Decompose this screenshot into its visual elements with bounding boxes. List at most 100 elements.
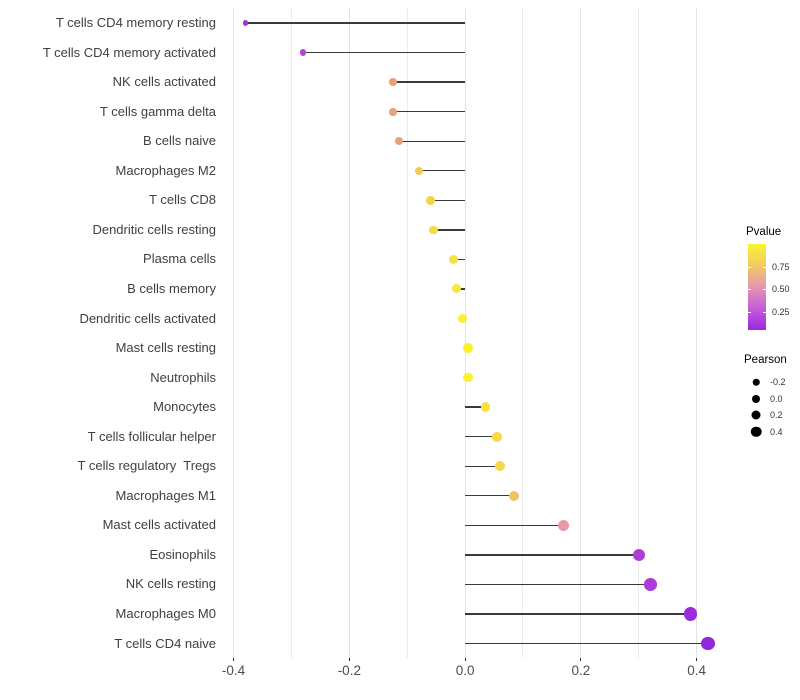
gridline-minor xyxy=(638,8,640,658)
gridline-major xyxy=(696,8,698,658)
y-axis-labels: T cells CD4 memory resting T cells CD4 me… xyxy=(0,0,216,700)
y-axis-label: T cells follicular helper xyxy=(87,428,216,444)
lollipop-segment xyxy=(433,229,466,231)
y-axis-label: Mast cells resting xyxy=(115,340,216,356)
x-axis-tick xyxy=(696,658,698,661)
gridline-minor xyxy=(290,8,292,658)
colorbar-tick-label: 0.50 xyxy=(772,284,790,295)
legend-pearson: Pearson -0.2 0.0 0.2 0.4 xyxy=(744,354,800,437)
y-axis-label: T cells CD8 xyxy=(149,192,216,208)
lollipop-segment xyxy=(430,199,466,201)
x-axis-tick-label: -0.4 xyxy=(221,663,246,678)
x-axis-tick-label: -0.2 xyxy=(337,663,361,678)
lollipop-segment xyxy=(465,406,486,408)
y-axis-label: B cells memory xyxy=(127,280,216,296)
lollipop-segment xyxy=(392,110,466,113)
data-point xyxy=(388,107,397,116)
pearson-legend-dot xyxy=(752,394,760,403)
colorbar-tick-label: 0.75 xyxy=(772,261,790,272)
lollipop-segment xyxy=(465,524,564,527)
legend-pearson-title: Pearson xyxy=(744,354,787,366)
lollipop-segment xyxy=(465,495,515,497)
y-axis-label: Neutrophils xyxy=(150,369,216,385)
x-axis-tick xyxy=(580,658,582,661)
data-point xyxy=(449,254,459,264)
y-axis-label: T cells gamma delta xyxy=(99,103,216,119)
colorbar-tick-label: 0.25 xyxy=(772,306,790,317)
data-point xyxy=(299,49,307,56)
pearson-legend-label: 0.2 xyxy=(770,410,783,420)
legend-pvalue-title: Pvalue xyxy=(746,226,782,238)
data-point xyxy=(394,137,403,146)
y-axis-label: NK cells activated xyxy=(112,74,216,90)
data-point xyxy=(494,461,505,472)
pearson-legend-label: 0.0 xyxy=(770,393,783,404)
data-point xyxy=(463,372,473,383)
pearson-legend-item: -0.2 xyxy=(744,374,800,390)
y-axis-label: Monocytes xyxy=(153,399,216,415)
gridline-major xyxy=(464,8,466,658)
data-point xyxy=(558,519,569,531)
lollipop-segment xyxy=(465,642,709,645)
data-point xyxy=(428,225,438,235)
gridline-minor xyxy=(522,8,524,658)
data-point xyxy=(426,196,435,205)
lollipop-segment xyxy=(453,258,466,261)
y-axis-label: Dendritic cells activated xyxy=(79,310,216,326)
colorbar-tick-left xyxy=(748,311,751,313)
gridline-major xyxy=(348,8,350,658)
data-point xyxy=(632,548,645,562)
x-axis-tick xyxy=(348,658,350,661)
x-axis-tick xyxy=(233,658,235,661)
lollipop-segment xyxy=(392,81,466,83)
pearson-legend-dot xyxy=(752,378,760,386)
x-axis-tick xyxy=(464,658,466,661)
lollipop-segment xyxy=(465,436,497,438)
data-point xyxy=(457,313,467,324)
pearson-legend-item: 0.4 xyxy=(744,424,800,440)
y-axis-label: Macrophages M0 xyxy=(115,606,216,621)
pearson-legend-dot xyxy=(750,426,762,437)
y-axis-label: T cells CD4 memory resting xyxy=(55,15,216,30)
lollipop-segment xyxy=(465,554,639,556)
lollipop-segment xyxy=(465,613,691,615)
x-axis-tick-label: 0.0 xyxy=(455,663,475,678)
gridline-major xyxy=(580,8,582,658)
colorbar-tick-left xyxy=(748,266,751,268)
lollipop-segment xyxy=(398,140,466,142)
pearson-legend-label: -0.2 xyxy=(770,377,786,387)
y-axis-label: Macrophages M2 xyxy=(115,162,216,178)
data-point xyxy=(451,284,461,294)
pearson-legend-label: 0.4 xyxy=(770,426,783,437)
y-axis-label: Plasma cells xyxy=(143,251,216,267)
data-point xyxy=(480,402,491,412)
data-point xyxy=(644,578,657,591)
pearson-legend-item: 0.0 xyxy=(744,391,800,407)
colorbar-tick-right xyxy=(763,289,766,291)
y-axis-label: Eosinophils xyxy=(149,546,217,562)
data-point xyxy=(463,343,473,353)
y-axis-label: NK cells resting xyxy=(125,576,216,592)
lollipop-segment xyxy=(245,22,466,24)
lollipop-segment xyxy=(465,465,500,467)
data-point xyxy=(242,20,248,26)
data-point xyxy=(414,166,423,175)
y-axis-label: T cells CD4 naive xyxy=(114,635,216,651)
pearson-legend-dot xyxy=(751,410,761,420)
y-axis-label: T cells regulatory Tregs xyxy=(77,458,216,474)
legend-pvalue: Pvalue 0.75 0.50 0.25 xyxy=(746,226,800,330)
gridline-major xyxy=(233,8,235,658)
colorbar-tick-right xyxy=(763,266,766,268)
data-point xyxy=(509,490,520,501)
lollipop-segment xyxy=(418,170,466,172)
data-point xyxy=(492,431,502,442)
gridline-minor xyxy=(406,8,408,658)
y-axis-label: T cells CD4 memory activated xyxy=(42,44,216,60)
data-point xyxy=(701,636,716,651)
pvalue-colorbar xyxy=(748,244,766,330)
lollipop-segment xyxy=(303,51,466,54)
data-point xyxy=(684,607,698,621)
y-axis-label: B cells naive xyxy=(143,133,216,149)
colorbar-tick-left xyxy=(748,289,751,291)
